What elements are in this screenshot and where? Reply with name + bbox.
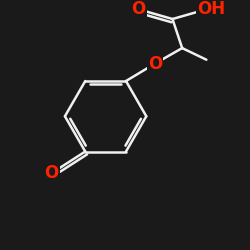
Text: O: O	[148, 54, 162, 72]
Text: OH: OH	[197, 0, 225, 18]
Text: O: O	[132, 0, 146, 18]
Text: O: O	[44, 164, 59, 182]
